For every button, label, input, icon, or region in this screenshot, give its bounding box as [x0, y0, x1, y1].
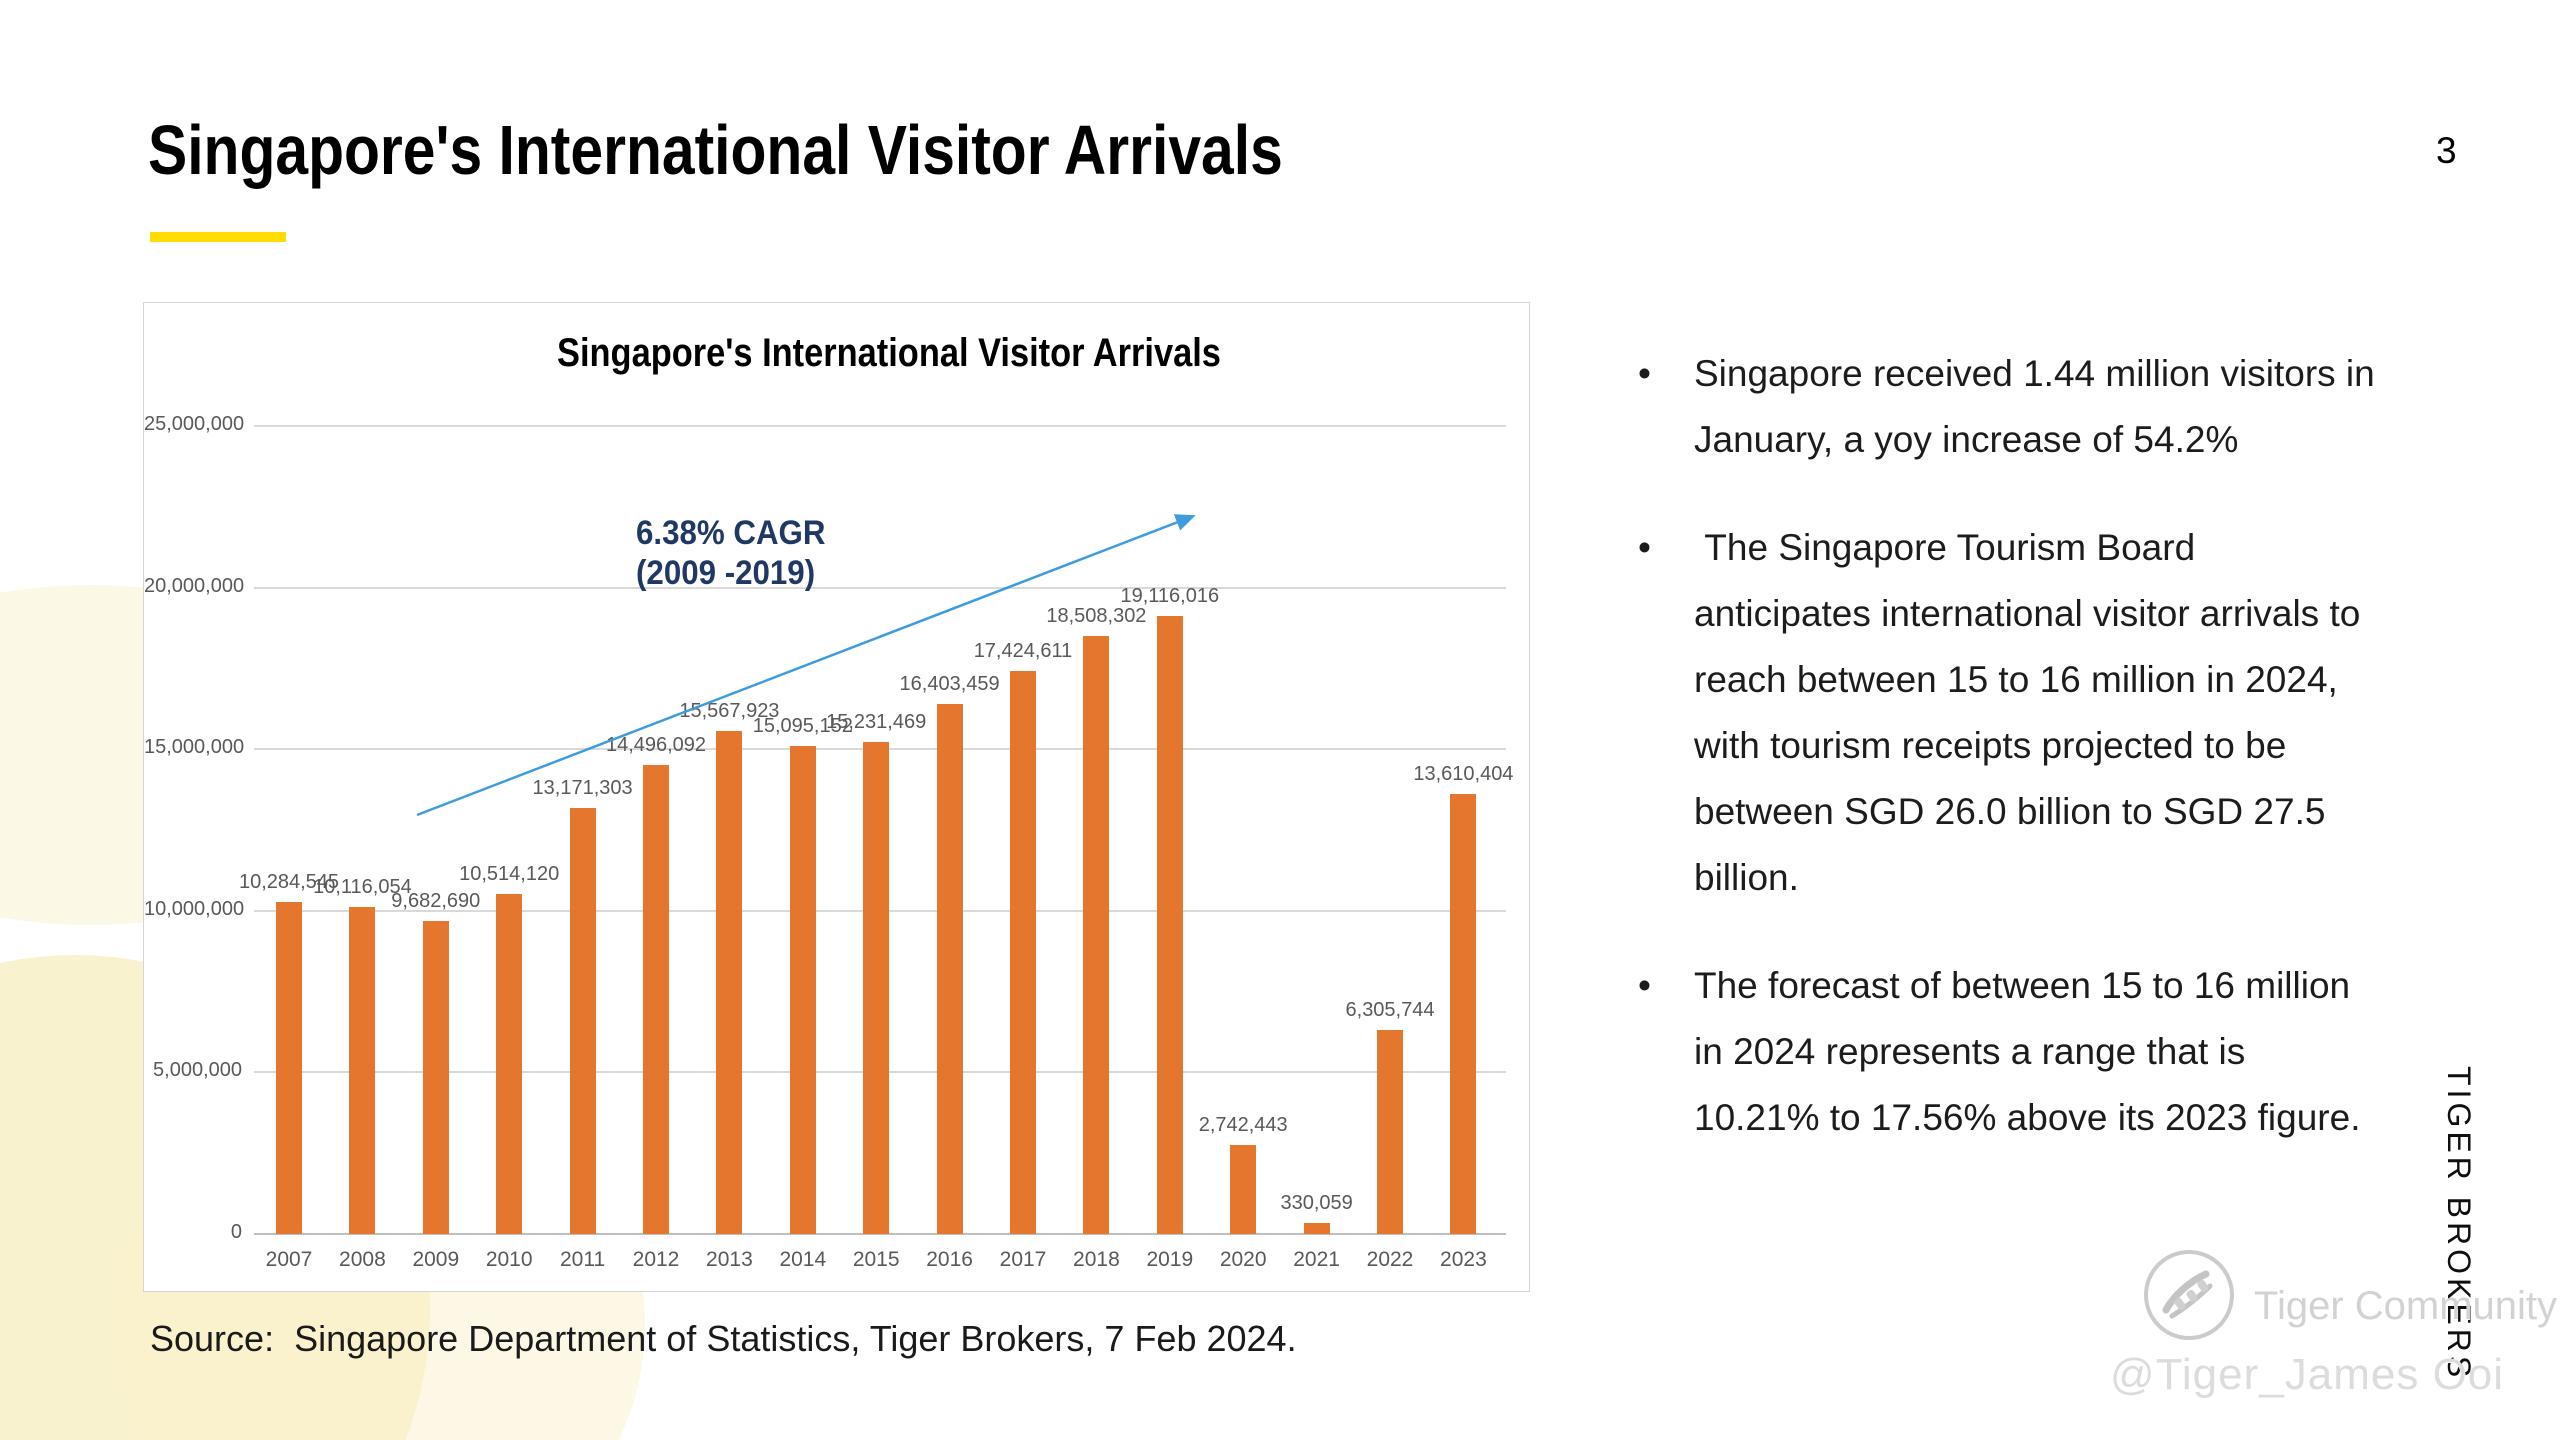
bullet-item-1: • Singapore received 1.44 million visito…: [1632, 341, 2377, 473]
tiger-brokers-vertical-label: TIGER BROKERS: [2441, 1066, 2477, 1382]
x-axis-tick-label: 2012: [632, 1248, 680, 1271]
bar-value-label: 19,116,016: [1120, 585, 1220, 607]
x-axis-tick-label: 2022: [1366, 1248, 1414, 1271]
x-axis-tick-label: 2017: [999, 1248, 1047, 1271]
x-axis-tick-label: 2007: [265, 1248, 313, 1271]
chart-title: Singapore's International Visitor Arriva…: [557, 331, 1221, 375]
gridline: [254, 586, 1506, 589]
y-axis-tick-label: 10,000,000: [144, 897, 245, 920]
bullet-marker: •: [1638, 527, 1651, 568]
x-axis-tick-label: 2010: [485, 1248, 533, 1271]
bar-2023: [1450, 794, 1477, 1234]
tiger-community-watermark: Tiger Community: [2254, 1284, 2558, 1328]
cagr-annotation: 6.38% CAGR (2009 -2019): [636, 513, 825, 593]
x-axis-tick-label: 2016: [926, 1248, 973, 1271]
bar-2010: [496, 894, 523, 1234]
tiger-community-logo-icon: [2144, 1250, 2234, 1340]
bar-value-label: 2,742,443: [1198, 1114, 1288, 1136]
bar-2020: [1230, 1145, 1257, 1234]
gridline: [254, 425, 1506, 427]
visitor-arrivals-chart: Singapore's International Visitor Arriva…: [143, 302, 1530, 1292]
bar-value-label: 330,059: [1280, 1192, 1353, 1214]
x-axis-tick-label: 2023: [1440, 1248, 1487, 1271]
title-underline-accent: [150, 232, 286, 242]
bar-2018: [1083, 636, 1110, 1234]
bar-value-label: 18,508,302: [1046, 605, 1147, 627]
y-axis-tick-label: 15,000,000: [144, 736, 245, 759]
bar-value-label: 15,231,469: [826, 711, 927, 733]
y-axis-tick-label: 5,000,000: [153, 1059, 242, 1082]
bar-2019: [1156, 616, 1183, 1234]
bar-2017: [1010, 671, 1036, 1234]
bar-2012: [643, 765, 669, 1234]
x-axis-tick-label: 2014: [779, 1248, 827, 1271]
bullet-marker: •: [1638, 965, 1651, 1006]
cagr-line1: 6.38% CAGR: [636, 514, 826, 552]
bullet-marker: •: [1638, 353, 1651, 394]
bar-2022: [1377, 1030, 1403, 1234]
bar-2011: [569, 808, 596, 1234]
bar-2014: [789, 746, 816, 1234]
y-axis-tick-label: 20,000,000: [144, 574, 245, 597]
x-axis-tick-label: 2015: [852, 1248, 900, 1271]
x-axis-tick-label: 2019: [1146, 1248, 1194, 1271]
x-axis-tick-label: 2009: [412, 1248, 460, 1271]
cagr-line2: (2009 -2019): [636, 554, 816, 592]
bar-value-label: 13,171,303: [532, 777, 633, 799]
x-axis-tick-label: 2020: [1219, 1248, 1267, 1271]
bullet-text-3: The forecast of between 15 to 16 million…: [1694, 965, 2361, 1138]
bar-value-label: 9,682,690: [391, 890, 481, 912]
bullet-text-2: The Singapore Tourism Board anticipates …: [1694, 527, 2371, 898]
bar-value-label: 6,305,744: [1345, 999, 1435, 1021]
page-number: 3: [2436, 130, 2457, 171]
bar-2016: [936, 704, 963, 1234]
bullet-item-3: • The forecast of between 15 to 16 milli…: [1632, 953, 2377, 1151]
x-axis-tick-label: 2011: [560, 1248, 606, 1271]
y-axis-tick-label: 0: [230, 1221, 242, 1243]
x-axis-tick-label: 2013: [706, 1248, 753, 1271]
bar-value-label: 13,610,404: [1413, 763, 1514, 785]
x-axis-tick-label: 2008: [339, 1248, 386, 1271]
author-handle-watermark: @Tiger_James Ooi: [2110, 1350, 2505, 1399]
bar-2009: [422, 921, 449, 1234]
x-axis-line: [254, 1233, 1506, 1235]
bar-value-label: 10,284,545: [238, 871, 340, 893]
x-axis-tick-label: 2021: [1293, 1248, 1340, 1271]
page-title: Singapore's International Visitor Arriva…: [148, 112, 1499, 189]
bar-2008: [349, 907, 376, 1234]
bar-2013: [716, 731, 743, 1234]
x-axis-tick-label: 2018: [1073, 1248, 1120, 1271]
bullet-text-1: Singapore received 1.44 million visitors…: [1694, 353, 2386, 460]
bar-value-label: 10,116,054: [313, 876, 412, 898]
bullet-list: • Singapore received 1.44 million visito…: [1632, 341, 2377, 1193]
bar-2007: [276, 902, 302, 1234]
bullet-item-2: • The Singapore Tourism Board anticipate…: [1632, 515, 2377, 911]
bar-value-label: 10,514,120: [459, 863, 560, 885]
bar-value-label: 14,496,092: [605, 734, 707, 756]
source-note: Source: Singapore Department of Statisti…: [150, 1318, 1297, 1359]
bar-value-label: 17,424,611: [973, 640, 1073, 662]
bar-2015: [863, 742, 890, 1234]
page-title-text: Singapore's International Visitor Arriva…: [148, 111, 1283, 189]
y-axis-tick-label: 25,000,000: [144, 413, 245, 435]
bar-value-label: 16,403,459: [899, 673, 1000, 695]
bar-2021: [1303, 1223, 1330, 1234]
